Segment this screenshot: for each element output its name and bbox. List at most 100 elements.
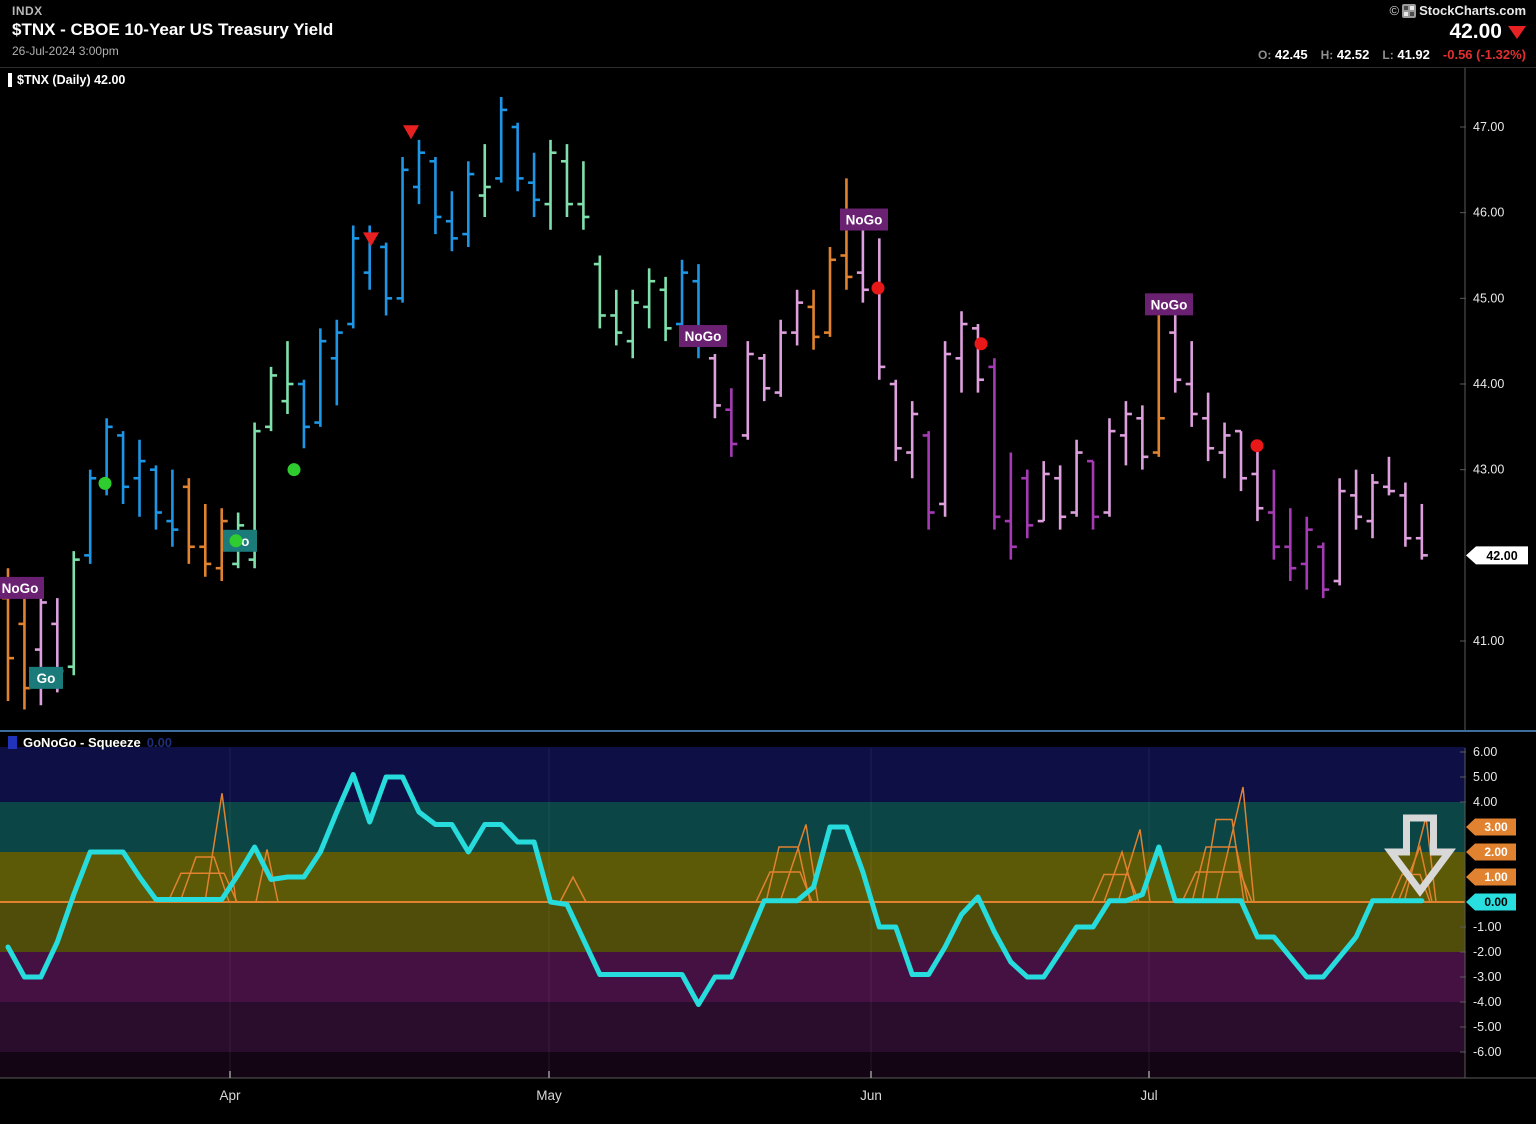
price-bar — [479, 144, 491, 217]
squeeze-axis-badge-text: 0.00 — [1484, 895, 1508, 909]
price-bar — [627, 290, 639, 359]
price-bar — [1202, 393, 1214, 462]
squeeze-band — [0, 1002, 1465, 1052]
price-bar — [676, 260, 688, 329]
price-bar — [577, 161, 589, 230]
squeeze-band — [0, 852, 1465, 902]
price-bar — [1103, 418, 1115, 517]
chart-page: INDX $TNX - CBOE 10-Year US Treasury Yie… — [0, 0, 1536, 1124]
squeeze-axis-badge-text: 2.00 — [1484, 845, 1508, 859]
go-signal-dot — [99, 477, 112, 490]
nogo-signal-dot — [975, 337, 988, 350]
squeeze-band — [0, 747, 1465, 802]
main-y-tick-label: 43.00 — [1473, 463, 1504, 477]
countertrend-triangle-icon — [363, 232, 379, 246]
price-bar — [1087, 461, 1099, 530]
main-y-tick-label: 47.00 — [1473, 120, 1504, 134]
price-bar — [594, 256, 606, 329]
squeeze-y-tick-label: -4.00 — [1473, 995, 1502, 1009]
main-y-tick-label: 45.00 — [1473, 291, 1504, 305]
price-bar — [923, 431, 935, 530]
price-bar — [199, 504, 211, 577]
squeeze-y-tick-label: -5.00 — [1473, 1020, 1502, 1034]
price-bar — [265, 367, 277, 431]
price-bar — [791, 290, 803, 346]
countertrend-triangle-icon — [403, 125, 419, 139]
price-bar — [134, 440, 146, 517]
price-bar — [1038, 461, 1050, 521]
price-bar — [1317, 542, 1329, 598]
nogo-badge-text: NoGo — [2, 581, 39, 596]
squeeze-y-tick-label: -6.00 — [1473, 1045, 1502, 1059]
price-bar — [314, 328, 326, 427]
month-label: Jul — [1140, 1088, 1157, 1103]
price-bar — [68, 551, 80, 675]
price-bar — [1383, 457, 1395, 496]
panel-separator — [0, 730, 1536, 732]
price-bar — [1186, 341, 1198, 427]
price-bar — [939, 341, 951, 517]
price-bar — [890, 380, 902, 461]
price-bar — [1334, 478, 1346, 585]
price-bar — [660, 277, 672, 341]
price-bar — [18, 590, 30, 710]
squeeze-legend-text: GoNoGo - Squeeze — [23, 735, 141, 750]
month-label: Apr — [219, 1088, 241, 1103]
price-bar — [84, 470, 96, 564]
squeeze-band — [0, 1052, 1465, 1078]
current-price-badge-text: 42.00 — [1486, 549, 1517, 563]
price-bar — [1219, 423, 1231, 479]
price-bar — [429, 157, 441, 234]
main-y-tick-label: 41.00 — [1473, 634, 1504, 648]
price-bar — [1367, 474, 1379, 538]
price-bar — [1399, 483, 1411, 547]
price-bar — [725, 388, 737, 457]
price-bar — [397, 157, 409, 303]
price-bar — [331, 320, 343, 406]
go-badge-text: Go — [37, 671, 56, 686]
price-bar — [117, 431, 129, 504]
price-bar — [512, 123, 524, 192]
price-bar — [643, 268, 655, 328]
month-label: Jun — [860, 1088, 882, 1103]
squeeze-axis-badge-text: 1.00 — [1484, 870, 1508, 884]
price-bar — [1054, 465, 1066, 529]
price-bar — [1235, 431, 1247, 491]
squeeze-legend-value: 0.00 — [147, 735, 172, 750]
price-bar — [1005, 453, 1017, 560]
chart-canvas[interactable]: NoGoNoGoNoGoNoGoGoGo47.0046.0045.0044.00… — [0, 0, 1536, 1124]
go-signal-dot — [288, 463, 301, 476]
price-bar — [972, 324, 984, 393]
nogo-badge-text: NoGo — [685, 329, 722, 344]
price-bar — [1120, 401, 1132, 465]
price-bar — [561, 144, 573, 217]
main-legend-text: $TNX (Daily) 42.00 — [17, 73, 125, 87]
main-y-tick-label: 46.00 — [1473, 206, 1504, 220]
squeeze-y-tick-label: -1.00 — [1473, 920, 1502, 934]
price-bar — [528, 153, 540, 217]
price-bar — [742, 341, 754, 440]
price-bar — [166, 470, 178, 547]
nogo-badge-text: NoGo — [846, 213, 883, 228]
price-bar — [1021, 470, 1033, 539]
go-signal-dot — [230, 534, 243, 547]
squeeze-y-tick-label: -2.00 — [1473, 945, 1502, 959]
squeeze-y-tick-label: -3.00 — [1473, 970, 1502, 984]
squeeze-legend-marker-icon — [8, 736, 17, 749]
price-bar — [347, 226, 359, 329]
price-bar — [1136, 405, 1148, 469]
price-bar — [857, 230, 869, 303]
price-bar — [1268, 470, 1280, 560]
price-bar — [446, 191, 458, 251]
nogo-signal-dot — [1251, 439, 1264, 452]
price-bar — [1153, 298, 1165, 456]
squeeze-y-tick-label: 4.00 — [1473, 795, 1497, 809]
price-bar — [413, 140, 425, 204]
price-bar — [840, 178, 852, 289]
price-bar — [281, 341, 293, 414]
squeeze-axis-badge-text: 3.00 — [1484, 820, 1508, 834]
price-bar — [545, 140, 557, 230]
squeeze-y-tick-label: 5.00 — [1473, 770, 1497, 784]
squeeze-y-tick-label: 6.00 — [1473, 745, 1497, 759]
nogo-signal-dot — [872, 282, 885, 295]
